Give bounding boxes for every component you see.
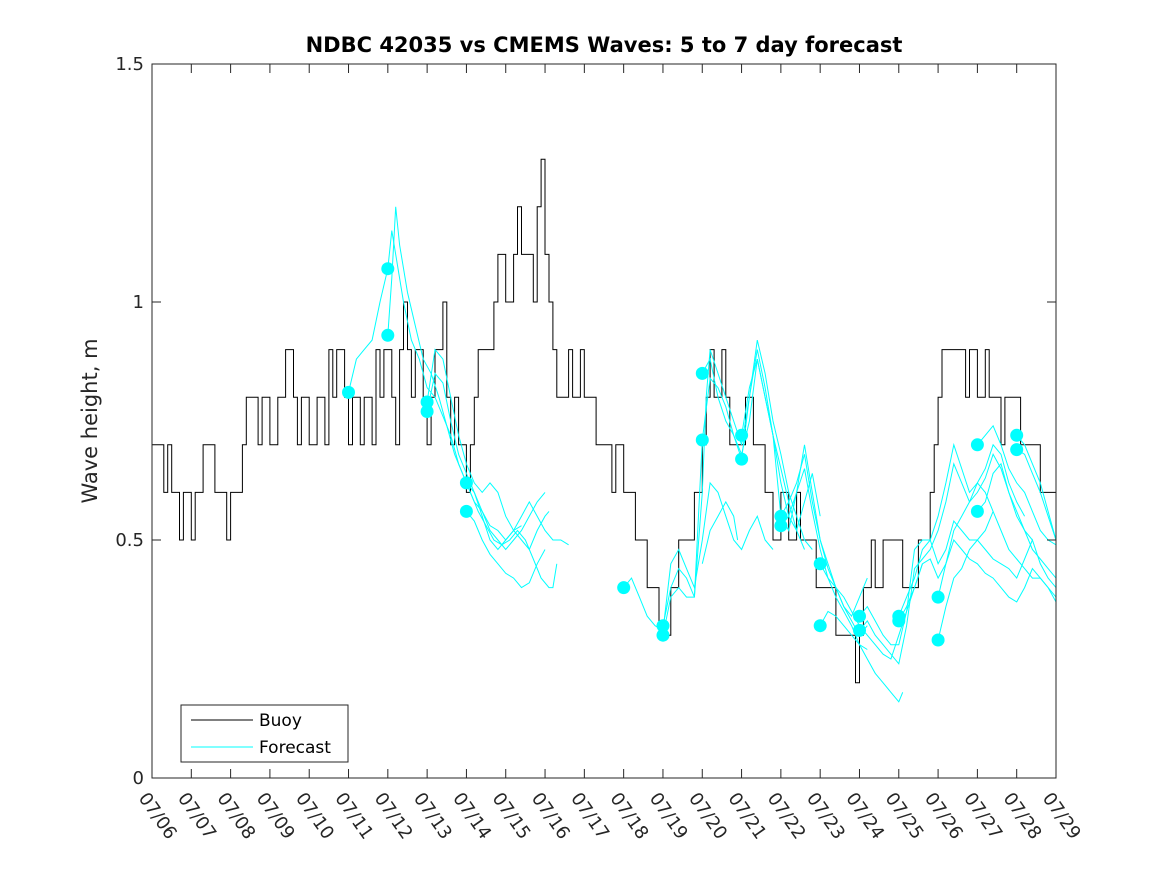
forecast-marker: [970, 438, 984, 452]
forecast-marker: [695, 366, 709, 380]
forecast-marker: [853, 609, 866, 623]
forecast-marker: [656, 628, 670, 642]
series-line-forecast-8: [662, 339, 813, 626]
forecast-marker: [695, 433, 709, 447]
forecast-marker: [735, 452, 749, 466]
series-line-buoy: [152, 158, 1056, 684]
y-tick-label: 0.5: [115, 530, 144, 551]
series-line-forecast-25: [1016, 434, 1056, 541]
forecast-marker: [931, 633, 945, 647]
forecast-marker: [459, 504, 473, 518]
forecast-marker: [420, 395, 434, 409]
series-layer: [152, 158, 1056, 703]
series-line-forecast-10: [701, 349, 821, 532]
forecast-marker: [656, 619, 670, 633]
series-line-forecast-18: [859, 453, 1033, 665]
series-line-forecast-2: [387, 206, 558, 589]
series-line-forecast-22: [937, 511, 994, 641]
forecast-marker: [735, 428, 749, 442]
forecast-marker: [381, 262, 395, 276]
forecast-marker: [342, 385, 355, 399]
series-line-forecast-3: [426, 348, 550, 551]
legend-label-buoy: Buoy: [259, 711, 302, 731]
series-line-forecast-23: [977, 424, 1056, 546]
y-tick-label: 1: [133, 292, 144, 313]
forecast-marker: [1010, 443, 1024, 457]
forecast-marker: [853, 623, 866, 637]
series-line-forecast-19: [898, 519, 1056, 617]
legend: Buoy Forecast: [180, 704, 349, 763]
forecast-marker: [931, 590, 945, 604]
forecast-marker: [892, 614, 906, 628]
chart-title: NDBC 42035 vs CMEMS Waves: 5 to 7 day fo…: [306, 33, 903, 57]
series-line-forecast-17: [859, 442, 1026, 646]
marker-layer: [342, 262, 1024, 647]
series-line-forecast-12: [741, 358, 868, 618]
series-line-forecast-9: [662, 358, 805, 636]
legend-label-forecast: Forecast: [259, 738, 331, 758]
series-line-forecast-5: [466, 482, 546, 551]
forecast-marker: [774, 519, 788, 533]
forecast-marker: [420, 405, 434, 418]
series-line-forecast-6: [466, 511, 546, 589]
forecast-marker: [813, 619, 827, 633]
series-line-forecast-24: [977, 462, 1056, 579]
forecast-marker: [970, 504, 984, 518]
forecast-marker: [459, 476, 473, 490]
forecast-marker: [617, 581, 631, 595]
y-tick-label: 1.5: [115, 54, 144, 75]
y-tick-label: 0: [133, 768, 144, 789]
forecast-marker: [774, 509, 788, 523]
forecast-marker: [1010, 428, 1024, 442]
series-line-forecast-21: [937, 481, 1056, 598]
forecast-marker: [381, 328, 395, 342]
series-line-forecast-11: [701, 500, 739, 564]
series-line-forecast-16: [819, 610, 904, 703]
series-line-forecast-26: [1016, 449, 1056, 541]
forecast-marker: [813, 557, 827, 571]
y-axis-label: Wave height, m: [78, 338, 102, 503]
series-line-forecast-13: [780, 454, 868, 637]
legend-box: [180, 704, 349, 763]
axes-box: [151, 63, 1057, 779]
